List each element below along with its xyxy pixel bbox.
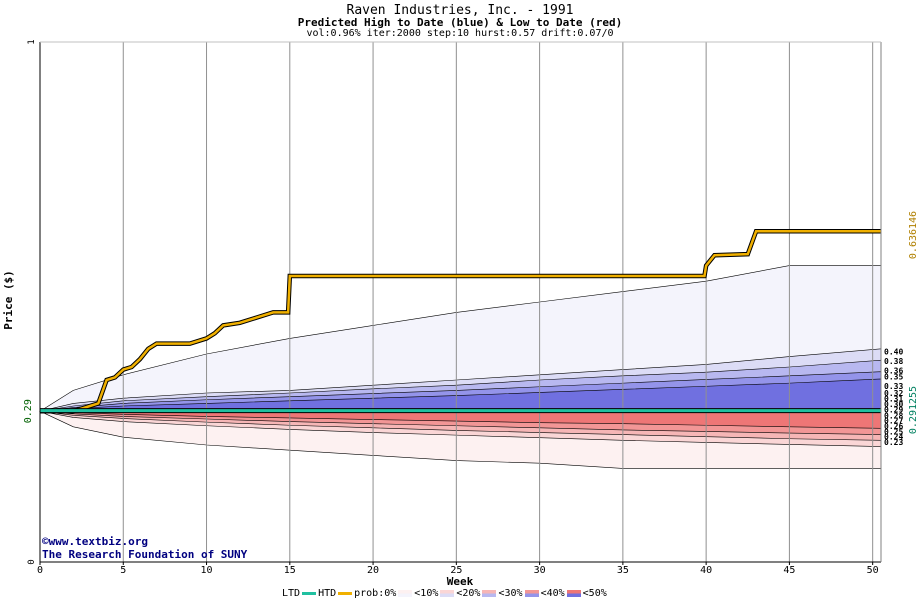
legend-band-swatch <box>566 590 581 597</box>
legend-band-swatch <box>482 590 497 597</box>
right-band-label: 0.29 <box>884 406 903 415</box>
credit-org: The Research Foundation of SUNY <box>42 548 248 561</box>
y-tick-label: 1 <box>27 39 37 44</box>
legend-band-label: <30% <box>498 588 523 599</box>
right-band-label: 0.31 <box>884 395 903 404</box>
x-tick-label: 15 <box>284 565 296 576</box>
simulation-params: vol:0.96% iter:2000 step:10 hurst:0.57 d… <box>306 28 614 39</box>
credit-url[interactable]: ©www.textbiz.org <box>42 535 148 548</box>
right-band-label: 0.35 <box>884 372 903 381</box>
legend-band-label: <40% <box>540 588 565 599</box>
x-tick-label: 35 <box>617 565 629 576</box>
legend-band-swatch <box>440 590 455 597</box>
htd-line <box>40 230 881 413</box>
labels: 0 5 10 15 20 25 30 35 40 45 50 0 1 0.29 Price ($) Week 0… <box>2 39 919 588</box>
right-band-label: 0.33 <box>884 382 903 391</box>
right-band-label: 0.38 <box>884 357 903 366</box>
legend-band-label: <10% <box>414 588 439 599</box>
legend-prob-label: prob:0% <box>354 588 397 599</box>
right-band-label: 0.36 <box>884 367 903 376</box>
start-price-label: 0.29 <box>23 399 34 423</box>
high-band-4 <box>39 378 882 412</box>
copyright-icon: © <box>42 535 49 548</box>
low-band-4 <box>39 410 882 429</box>
y-axis-title: Price ($) <box>2 270 15 330</box>
y-tick-label: 0 <box>27 559 37 564</box>
legend-band-label: <20% <box>456 588 481 599</box>
legend-htd-swatch <box>338 592 353 595</box>
actual-low-label: 0.291255 <box>908 386 919 434</box>
x-tick-label: 50 <box>867 565 879 576</box>
legend-ltd-swatch <box>302 592 317 595</box>
series-lines <box>40 229 881 414</box>
x-tick-label: 20 <box>367 565 379 576</box>
x-tick-label: 5 <box>120 565 126 576</box>
right-band-label: 0.23 <box>884 438 903 447</box>
right-band-label: 0.24 <box>884 433 903 442</box>
legend-ltd-label: LTD <box>282 588 301 599</box>
right-band-label: 0.28 <box>884 411 903 420</box>
right-band-label: 0.27 <box>884 417 903 426</box>
axes <box>39 41 882 565</box>
x-tick-label: 45 <box>783 565 795 576</box>
x-tick-label: 10 <box>201 565 213 576</box>
probability-bands <box>38 265 882 469</box>
right-band-label: 0.32 <box>884 389 903 398</box>
legend-htd-label: HTD <box>318 588 337 599</box>
legend-band-label: <50% <box>582 588 607 599</box>
right-band-label: 0.30 <box>884 400 903 409</box>
x-tick-label: 0 <box>37 565 43 576</box>
right-band-label: 0.25 <box>884 427 903 436</box>
legend-band-swatch <box>524 590 539 597</box>
legend-band-swatch <box>398 590 413 597</box>
chart-title: Raven Industries, Inc. - 1991 <box>346 3 574 18</box>
x-axis-title: Week <box>447 575 474 588</box>
chart-subtitle: Predicted High to Date (blue) & Low to D… <box>297 16 623 29</box>
legend: LTD HTD prob:0% <10% <20% <30% <40% <50% <box>282 588 607 599</box>
actual-high-label: 0.636146 <box>908 211 919 259</box>
x-tick-label: 25 <box>450 565 462 576</box>
right-band-label: 0.40 <box>884 347 903 356</box>
x-tick-label: 40 <box>700 565 712 576</box>
right-band-label: 0.26 <box>884 422 903 431</box>
x-tick-label: 30 <box>534 565 546 576</box>
